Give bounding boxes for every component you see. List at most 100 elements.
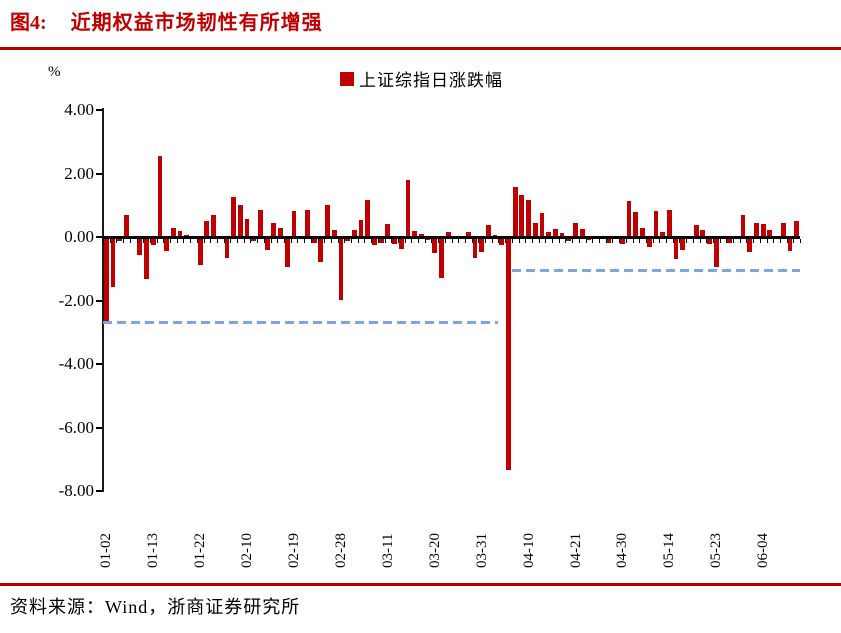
x-axis-tick [451, 238, 453, 243]
figure-number: 图4: [10, 12, 47, 34]
bar [526, 200, 531, 237]
y-axis-tick [96, 490, 103, 492]
x-axis-tick [257, 238, 259, 243]
x-axis-tick [793, 238, 795, 243]
bar [284, 237, 290, 267]
x-axis-tick [518, 238, 520, 243]
x-axis-tick [491, 238, 493, 243]
y-axis-tick-label: 2.00 [64, 163, 94, 183]
x-axis-tick-label: 04-30 [614, 533, 631, 568]
legend-label: 上证综指日涨跌幅 [359, 71, 503, 90]
y-axis-tick [96, 236, 103, 238]
x-axis-tick [270, 238, 272, 243]
x-axis-tick [297, 238, 299, 243]
y-axis-tick [96, 172, 103, 175]
x-axis-tick [779, 238, 781, 243]
legend: 上证综指日涨跌幅 [340, 66, 503, 91]
bar [137, 237, 143, 256]
bar [539, 212, 545, 237]
bar [211, 214, 216, 237]
bottom-rule [0, 583, 841, 586]
x-axis-tick [103, 238, 104, 243]
y-axis-tick [96, 299, 103, 302]
bar [439, 237, 444, 278]
x-axis-tick [397, 238, 399, 243]
bar [398, 237, 404, 250]
bar [325, 204, 330, 237]
x-axis-tick-label: 01-22 [192, 533, 209, 568]
bar [666, 209, 672, 237]
x-axis-tick [619, 238, 620, 243]
bar [760, 223, 766, 237]
x-axis-tick [558, 238, 560, 243]
x-axis-tick [538, 238, 540, 243]
bar [177, 231, 183, 237]
y-axis-tick-label: -4.00 [58, 354, 94, 373]
bar [740, 214, 746, 237]
bar [606, 237, 612, 244]
bar [445, 232, 451, 237]
bar [579, 229, 585, 237]
bar [170, 228, 176, 237]
bar [780, 223, 786, 237]
bar [633, 211, 639, 237]
bar [197, 237, 203, 266]
x-axis-tick [726, 238, 728, 243]
bar [713, 237, 719, 267]
x-axis-tick [578, 238, 580, 243]
y-axis-tick [96, 363, 103, 365]
x-axis-tick-label: 01-13 [145, 533, 162, 568]
bar [499, 237, 505, 245]
x-axis-tick [692, 238, 694, 243]
x-axis-tick-label: 02-10 [239, 533, 256, 568]
x-axis-tick [176, 238, 178, 243]
bar [338, 237, 344, 300]
x-axis-tick [719, 238, 721, 243]
x-axis-tick [592, 238, 594, 243]
bar [787, 237, 793, 251]
bar [385, 224, 391, 237]
x-axis-tick [645, 238, 647, 243]
x-axis-tick [746, 238, 748, 243]
x-axis-tick [384, 238, 386, 243]
bar [754, 223, 759, 237]
x-axis-tick [351, 238, 352, 243]
x-axis-tick [156, 238, 158, 243]
x-axis-tick [699, 238, 701, 243]
bar [124, 214, 129, 237]
x-axis-tick [290, 238, 292, 243]
x-axis-tick [431, 238, 433, 243]
figure-title-text: 近期权益市场韧性有所增强 [70, 12, 323, 34]
x-axis-tick [344, 238, 346, 243]
bar [680, 237, 686, 250]
x-axis-tick [304, 238, 306, 243]
bar [291, 211, 297, 237]
x-axis-tick-label: 05-14 [661, 533, 678, 568]
x-axis-tick [511, 238, 513, 243]
bar [224, 237, 230, 258]
bar [231, 196, 237, 237]
x-axis-tick [196, 238, 198, 243]
bar [485, 224, 491, 237]
bar [144, 237, 149, 280]
x-axis-tick [733, 238, 734, 243]
bar [747, 237, 753, 252]
x-axis-tick [170, 238, 171, 243]
x-axis-tick [277, 238, 279, 243]
x-axis-tick [183, 238, 185, 243]
x-axis-tick [444, 238, 446, 243]
bar [318, 237, 324, 263]
bar [418, 233, 424, 237]
x-axis-tick [471, 238, 473, 243]
x-axis-tick [739, 238, 741, 243]
bar [519, 195, 525, 237]
x-axis-tick [391, 238, 393, 243]
x-axis-tick [666, 238, 667, 243]
x-axis-tick [364, 238, 366, 243]
figure-title: 图4: 近期权益市场韧性有所增强 [10, 6, 323, 35]
bar [532, 222, 538, 237]
x-axis-tick-label: 04-21 [567, 533, 584, 568]
bar [271, 223, 277, 237]
